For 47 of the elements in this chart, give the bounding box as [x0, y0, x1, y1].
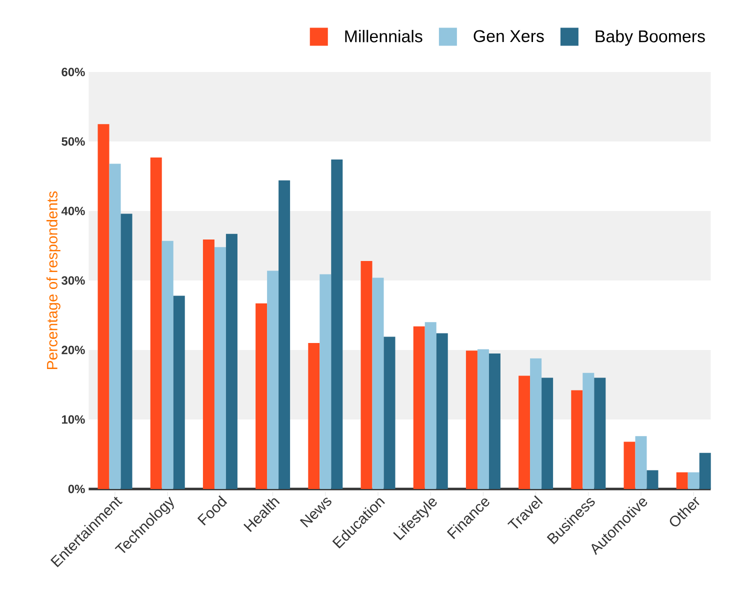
- bar: [256, 303, 268, 489]
- bar: [320, 274, 332, 489]
- bar: [98, 124, 110, 489]
- y-tick-label: 30%: [62, 276, 85, 285]
- bar: [424, 322, 436, 489]
- bar: [360, 261, 372, 489]
- bar: [699, 452, 711, 489]
- bar: [582, 372, 594, 489]
- bar: [308, 343, 320, 489]
- bar: [214, 247, 226, 489]
- bar: [162, 240, 174, 489]
- bar: [109, 164, 121, 489]
- bar: [120, 214, 132, 489]
- bar: [646, 470, 658, 489]
- bar: [624, 442, 636, 489]
- bar: [150, 157, 162, 489]
- bar: [466, 350, 478, 489]
- bar: [267, 270, 279, 489]
- y-tick-label: 20%: [62, 346, 85, 354]
- bar: [542, 378, 554, 489]
- bar: [372, 278, 384, 489]
- y-tick-label: 50%: [62, 137, 85, 146]
- bar: [202, 239, 214, 489]
- legend-label: Baby Boomers: [596, 30, 705, 46]
- bar: [518, 376, 530, 489]
- bar: [331, 160, 343, 489]
- y-tick-label: 40%: [61, 206, 85, 216]
- bar: [436, 333, 448, 489]
- bar: [571, 390, 583, 489]
- bar: [226, 234, 238, 489]
- bar: [688, 472, 700, 489]
- bar: [676, 472, 688, 489]
- y-axis-title: Percentage of respondents: [46, 191, 60, 369]
- legend-label: Millennials: [345, 30, 422, 42]
- bar: [594, 378, 606, 489]
- y-tick-label: 10%: [62, 415, 85, 424]
- bar: [477, 349, 489, 489]
- bar: [488, 353, 500, 489]
- bar: [635, 436, 647, 489]
- y-tick-label: 0%: [68, 484, 85, 494]
- bar: [278, 180, 290, 489]
- legend-label: Gen Xers: [474, 30, 544, 42]
- bar: [413, 326, 425, 489]
- bar: [530, 358, 542, 489]
- y-tick-label: 60%: [62, 68, 85, 76]
- bar: [173, 296, 185, 489]
- bar: [384, 336, 396, 489]
